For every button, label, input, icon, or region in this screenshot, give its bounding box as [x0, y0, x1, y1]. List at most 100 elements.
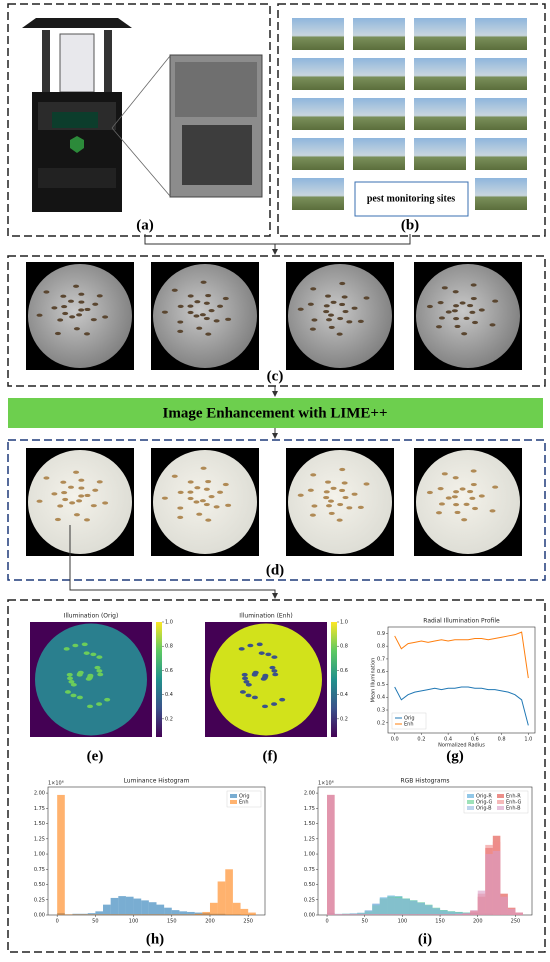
insect	[187, 304, 194, 308]
y-tick-label: 2.00	[304, 791, 315, 797]
insect	[323, 304, 330, 308]
panel-box	[7, 3, 271, 237]
legend-label: Enh	[239, 800, 249, 806]
insect	[36, 313, 43, 317]
colorbar-tick-label: 0.4	[340, 692, 348, 698]
legend-swatch	[230, 800, 237, 804]
y-tick-label: 1.00	[34, 852, 45, 858]
insect	[177, 506, 184, 510]
sites-label-box	[354, 181, 469, 217]
dish	[288, 450, 392, 554]
insect	[328, 313, 335, 317]
insect	[225, 317, 232, 321]
site-photo	[353, 98, 405, 130]
y-tick-label: 1.00	[304, 852, 315, 858]
histogram-bar	[164, 907, 172, 915]
insect	[492, 485, 499, 489]
insect	[341, 481, 348, 485]
histogram-bar	[103, 914, 111, 915]
heatmap-spot	[252, 670, 259, 675]
panel-box	[7, 439, 546, 581]
x-tick-label: 0.4	[444, 737, 452, 743]
histogram-bar	[80, 914, 88, 915]
site-photo	[414, 18, 466, 50]
colorbar-tick-label: 1.0	[340, 620, 348, 626]
insect	[193, 314, 200, 318]
insect	[54, 517, 61, 522]
insect	[328, 499, 335, 503]
x-tick-label: 0.6	[471, 737, 479, 743]
histogram-bar	[156, 904, 165, 915]
insect	[342, 309, 349, 314]
enhanced-images	[26, 448, 522, 556]
panel-box	[7, 255, 546, 387]
x-tick-label: 250	[243, 919, 253, 925]
site-photo	[475, 138, 527, 170]
insect	[76, 313, 83, 317]
histogram-bar	[515, 912, 523, 915]
histogram-bar	[118, 896, 126, 915]
insect	[78, 308, 85, 312]
insect	[78, 486, 85, 490]
dish	[288, 264, 392, 368]
panel-label: (b)	[401, 217, 419, 233]
insect	[92, 302, 99, 306]
panel-label: (d)	[266, 562, 284, 578]
x-tick-label: 100	[129, 919, 139, 925]
insect	[328, 325, 335, 330]
insect	[357, 505, 364, 510]
x-tick-label: 0	[325, 919, 328, 925]
colorbar-tick-label: 0.4	[165, 692, 173, 698]
insect	[426, 490, 433, 495]
insect	[470, 482, 477, 487]
histogram-bar	[425, 914, 433, 915]
legend-swatch	[467, 800, 474, 804]
insect	[203, 502, 210, 507]
insect	[222, 482, 229, 487]
insect	[61, 304, 68, 309]
insect	[336, 518, 343, 522]
histogram-bar	[72, 914, 81, 915]
heatmap-spot	[67, 676, 74, 681]
insect	[311, 504, 318, 508]
heatmap-spot	[265, 652, 272, 657]
histogram-bar	[500, 896, 508, 915]
insect	[307, 488, 314, 492]
panel-label: (h)	[146, 931, 164, 947]
insect	[69, 315, 76, 319]
insect	[336, 332, 343, 336]
insect	[217, 304, 224, 308]
insect	[200, 280, 207, 284]
insect	[43, 476, 50, 480]
histogram-bar	[470, 910, 478, 915]
insect	[489, 323, 496, 327]
histogram-bar	[87, 913, 96, 915]
histogram-bar	[349, 913, 358, 915]
insect	[437, 487, 444, 491]
histogram-bar	[133, 898, 142, 915]
insect	[36, 499, 43, 503]
banner	[8, 398, 543, 428]
trap-device	[22, 18, 263, 212]
heatmap-spot	[90, 652, 97, 657]
site-photo	[414, 98, 466, 130]
x-tick-label: 1.0	[524, 737, 532, 743]
legend-swatch	[497, 794, 504, 798]
histogram-bar	[507, 908, 516, 915]
insect	[307, 302, 314, 306]
x-tick-label: 50	[362, 919, 368, 925]
legend-swatch	[467, 794, 474, 798]
heatmap-spot	[104, 697, 111, 702]
dish	[153, 450, 257, 554]
insect	[342, 495, 349, 500]
heatmap-spot	[81, 642, 88, 647]
y-tick-label: 1.50	[34, 821, 45, 827]
y-tick-label: 1.25	[304, 836, 315, 842]
insect	[57, 318, 64, 322]
insect	[437, 301, 444, 305]
histogram-bar	[372, 914, 380, 915]
x-tick-label: 200	[205, 919, 215, 925]
insect	[83, 332, 90, 336]
insect	[208, 494, 215, 499]
